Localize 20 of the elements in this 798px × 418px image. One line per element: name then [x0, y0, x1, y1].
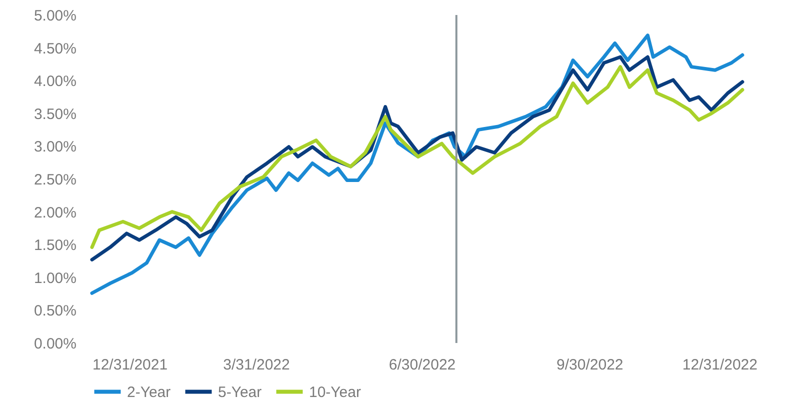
x-tick-label: 3/31/2022	[223, 356, 290, 374]
y-tick-label: 5.00%	[34, 8, 76, 24]
y-tick-label: 1.00%	[34, 270, 76, 287]
x-tick-label: 6/30/2022	[388, 356, 456, 374]
y-tick-label: 4.00%	[34, 73, 76, 90]
y-tick-label: 2.50%	[34, 172, 76, 188]
y-tick-label: 0.00%	[34, 336, 76, 352]
y-tick-label: 2.00%	[34, 204, 76, 222]
y-tick-label: 0.50%	[34, 302, 76, 320]
y-tick-label: 1.50%	[34, 237, 76, 254]
legend-label: 2-Year	[127, 384, 171, 401]
legend-label: 5-Year	[218, 384, 262, 401]
y-tick-label: 3.00%	[34, 138, 76, 156]
x-tick-label: 12/31/2022	[682, 356, 758, 374]
y-tick-label: 3.50%	[34, 106, 76, 123]
x-tick-label: 9/30/2022	[556, 356, 624, 374]
line-series	[90, 34, 744, 295]
legend-label: 10-Year	[309, 384, 361, 401]
y-tick-label: 4.50%	[34, 40, 76, 58]
x-tick-label: 12/31/2021	[92, 356, 168, 374]
